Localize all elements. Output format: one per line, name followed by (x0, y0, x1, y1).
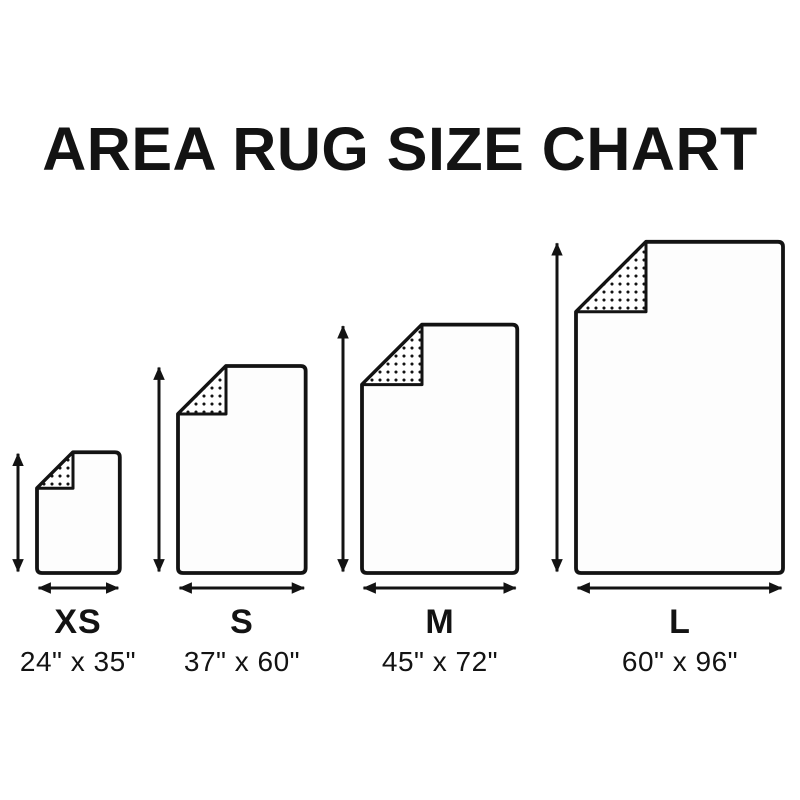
rug-figure-l (551, 239, 785, 594)
size-name: S (230, 603, 254, 641)
rug-folded-corner (574, 240, 648, 314)
rug-body (574, 239, 785, 575)
size-name: L (669, 603, 691, 641)
rug-folded-corner (360, 323, 424, 387)
rug-folded-corner (35, 450, 75, 490)
size-label-m: M 45" x 72" (381, 603, 499, 678)
size-label-l: L 60" x 96" (621, 603, 739, 678)
size-name: M (425, 603, 455, 641)
size-dimensions: 60" x 96" (621, 646, 739, 678)
size-dimensions: 45" x 72" (381, 646, 499, 678)
size-dimensions: 37" x 60" (183, 646, 301, 678)
size-label-s: S 37" x 60" (183, 603, 301, 678)
rug-figure-m (337, 322, 520, 594)
rug-figure-s (153, 364, 308, 594)
rug-body (360, 322, 520, 575)
page-title: AREA RUG SIZE CHART (42, 115, 758, 183)
rug-body (35, 450, 122, 575)
rug-body (176, 364, 308, 575)
size-name: XS (54, 603, 102, 641)
rug-figure-xs (12, 450, 122, 594)
rug-folded-corner (176, 364, 228, 416)
size-label-xs: XS 24" x 35" (19, 603, 137, 678)
size-dimensions: 24" x 35" (19, 646, 137, 678)
